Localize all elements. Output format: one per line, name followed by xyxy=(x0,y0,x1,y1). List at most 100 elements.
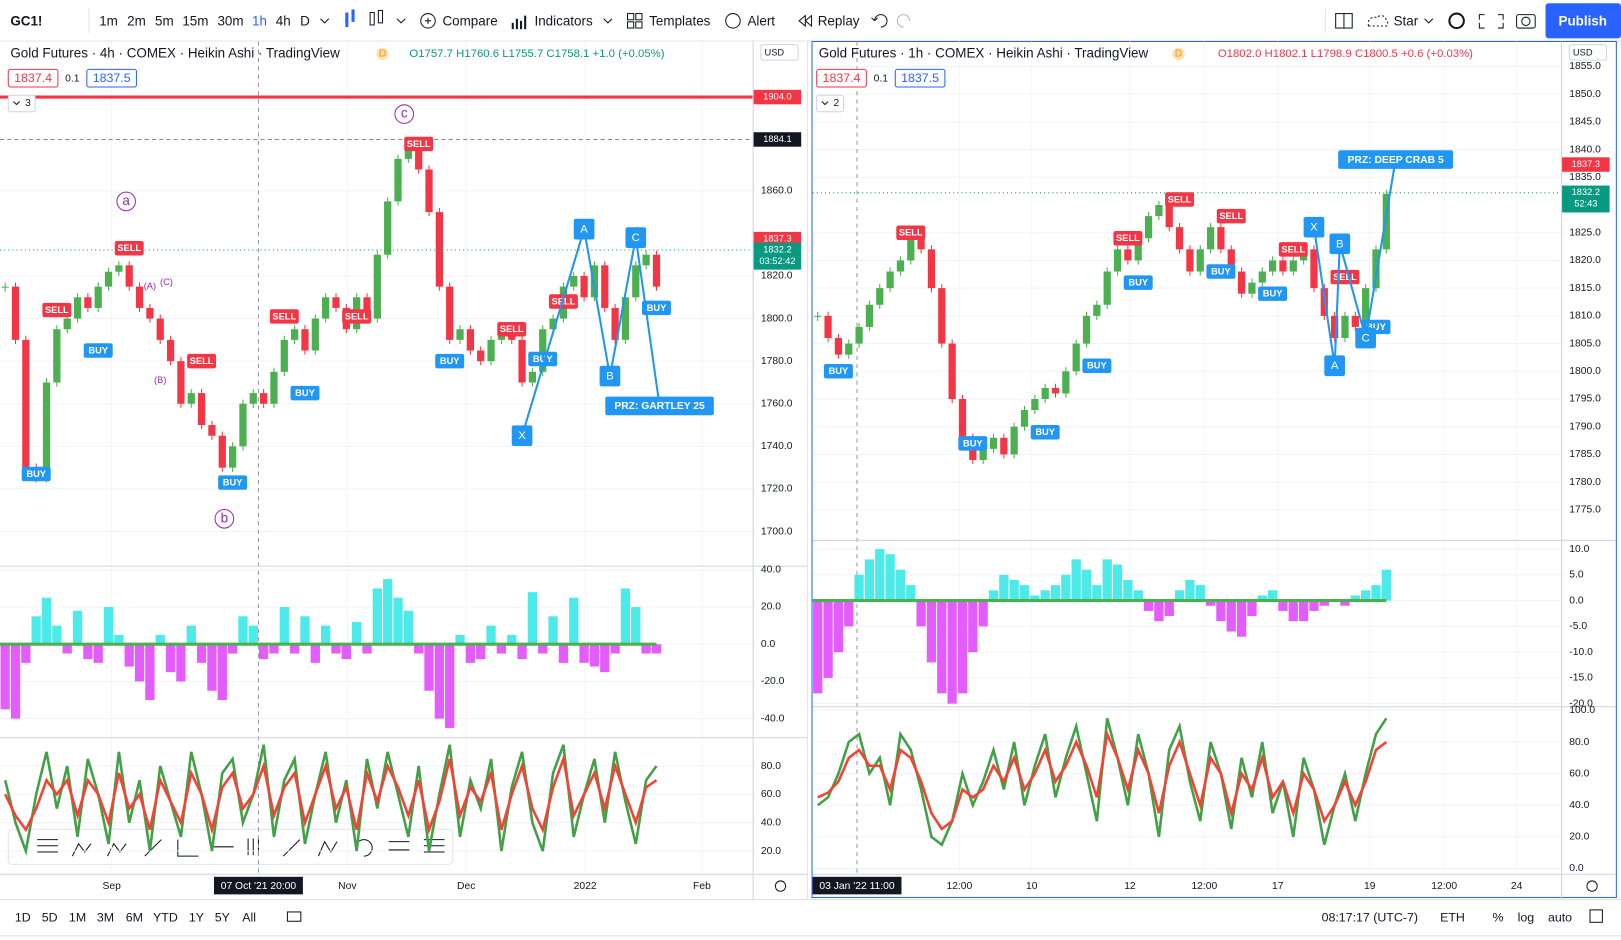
axis-settings-icon[interactable] xyxy=(774,880,787,892)
oscillator-bar xyxy=(1143,600,1154,611)
alert-icon[interactable] xyxy=(725,13,741,29)
oscillator-bar xyxy=(434,644,445,719)
dropdown-icon[interactable] xyxy=(396,18,406,24)
range-button[interactable]: 1M xyxy=(69,910,86,924)
range-button[interactable]: All xyxy=(242,910,256,924)
scale-option[interactable]: auto xyxy=(1548,910,1572,924)
oscillator-bar xyxy=(1205,600,1216,606)
oscillator-bar xyxy=(1081,569,1092,601)
signal-label: SELL xyxy=(1219,211,1243,221)
layout-name[interactable]: Star xyxy=(1394,13,1419,28)
publish-label[interactable]: Publish xyxy=(1559,13,1607,28)
oscillator-bar xyxy=(1123,579,1133,601)
candle xyxy=(834,338,843,355)
oscillator-bar xyxy=(1164,600,1174,617)
pattern-point xyxy=(625,227,647,248)
candle xyxy=(632,265,640,298)
indicators-icon[interactable] xyxy=(511,15,527,30)
axis-settings-icon[interactable] xyxy=(1586,880,1598,892)
indicator-toggle[interactable] xyxy=(816,94,845,113)
publish-button[interactable] xyxy=(1545,3,1621,39)
oscillator-bar xyxy=(1133,590,1143,601)
candle xyxy=(652,254,661,287)
bars-icon[interactable] xyxy=(345,12,349,28)
range-button[interactable]: 1D xyxy=(15,910,31,924)
currency-box[interactable] xyxy=(1568,44,1608,61)
currency-box[interactable] xyxy=(760,44,799,61)
y-tick-label: 1780.0 xyxy=(761,356,793,367)
range-button[interactable]: 1Y xyxy=(189,910,204,924)
templates-icon[interactable] xyxy=(627,13,635,21)
candle xyxy=(1186,249,1194,272)
interval-button[interactable]: 4h xyxy=(276,13,291,28)
candle xyxy=(249,393,257,404)
oscillator-bar xyxy=(988,590,999,601)
oscillator-bar xyxy=(631,607,641,645)
candle xyxy=(1310,249,1318,289)
countdown: 52:43 xyxy=(1574,199,1597,209)
signal-label: SELL xyxy=(500,324,524,334)
fullscreen-icon[interactable] xyxy=(1478,14,1504,29)
interval-button[interactable]: 1h xyxy=(252,13,267,28)
interval-button[interactable]: 1m xyxy=(99,13,118,28)
dropdown-icon[interactable] xyxy=(1424,18,1434,24)
interval-button[interactable]: 30m xyxy=(217,13,243,28)
dropdown-icon[interactable] xyxy=(603,18,613,24)
candle xyxy=(1217,227,1225,250)
range-button[interactable]: 5D xyxy=(42,910,58,924)
range-button[interactable]: 5Y xyxy=(215,910,230,924)
range-button[interactable]: YTD xyxy=(153,910,178,924)
y-tick-label: 1795.0 xyxy=(1569,394,1601,405)
oscillator-bar xyxy=(968,600,978,653)
candle xyxy=(63,318,71,330)
toolbar-button[interactable]: Alert xyxy=(747,13,775,28)
scale-option[interactable]: % xyxy=(1492,910,1503,924)
replay-icon[interactable] xyxy=(798,14,813,28)
snapshot-icon[interactable] xyxy=(1516,14,1536,29)
range-button[interactable]: 6M xyxy=(126,910,143,924)
redo-icon[interactable] xyxy=(896,14,911,28)
oscillator-bar xyxy=(548,616,558,645)
symbol[interactable]: GC1! xyxy=(10,13,42,28)
undo-icon[interactable] xyxy=(871,14,888,28)
interval-button[interactable]: 15m xyxy=(182,13,208,28)
toolbar-button[interactable]: Replay xyxy=(818,13,860,28)
interval-button[interactable]: 2m xyxy=(127,13,146,28)
toolbar-button[interactable]: Compare xyxy=(442,13,497,28)
toolbar-button[interactable]: Templates xyxy=(649,13,710,28)
candle xyxy=(73,297,82,319)
scale-option[interactable]: log xyxy=(1518,910,1535,924)
range-button[interactable]: 3M xyxy=(97,910,114,924)
fullscreen-icon[interactable] xyxy=(1589,909,1603,923)
oscillator-bar xyxy=(813,600,823,694)
y-tick-label: 0.0 xyxy=(1569,863,1584,874)
candle xyxy=(125,265,133,287)
signal-sell xyxy=(404,136,434,152)
legend-marker-bg xyxy=(1172,47,1185,61)
cloud-icon[interactable] xyxy=(1367,15,1389,27)
y-tick-label: 1810.0 xyxy=(1569,311,1601,322)
date-range-icon[interactable] xyxy=(286,911,302,922)
crosshair-time: 07 Oct '21 20:00 xyxy=(221,881,297,892)
y-tick-label: 5.0 xyxy=(1569,570,1584,581)
oscillator-bar xyxy=(1278,600,1288,611)
candle xyxy=(1351,315,1359,327)
session[interactable]: ETH xyxy=(1440,910,1465,924)
candle xyxy=(146,307,154,319)
indicator-toggle[interactable] xyxy=(7,94,36,113)
pattern-label: X xyxy=(1310,222,1318,234)
candle xyxy=(518,339,526,383)
dropdown-icon[interactable] xyxy=(320,18,330,24)
oscillator-bar xyxy=(558,644,569,663)
interval-button[interactable]: D xyxy=(300,13,310,28)
settings-icon[interactable] xyxy=(1448,12,1465,30)
candle xyxy=(989,437,998,449)
oscillator-bar xyxy=(320,625,331,645)
candle-icon[interactable] xyxy=(369,12,375,26)
compare-icon[interactable] xyxy=(420,13,436,29)
x-tick-label: Nov xyxy=(338,881,357,892)
toolbar-button[interactable]: Indicators xyxy=(534,13,592,28)
interval-button[interactable]: 5m xyxy=(155,13,174,28)
signal-buy xyxy=(83,343,113,358)
candle xyxy=(1341,315,1349,339)
